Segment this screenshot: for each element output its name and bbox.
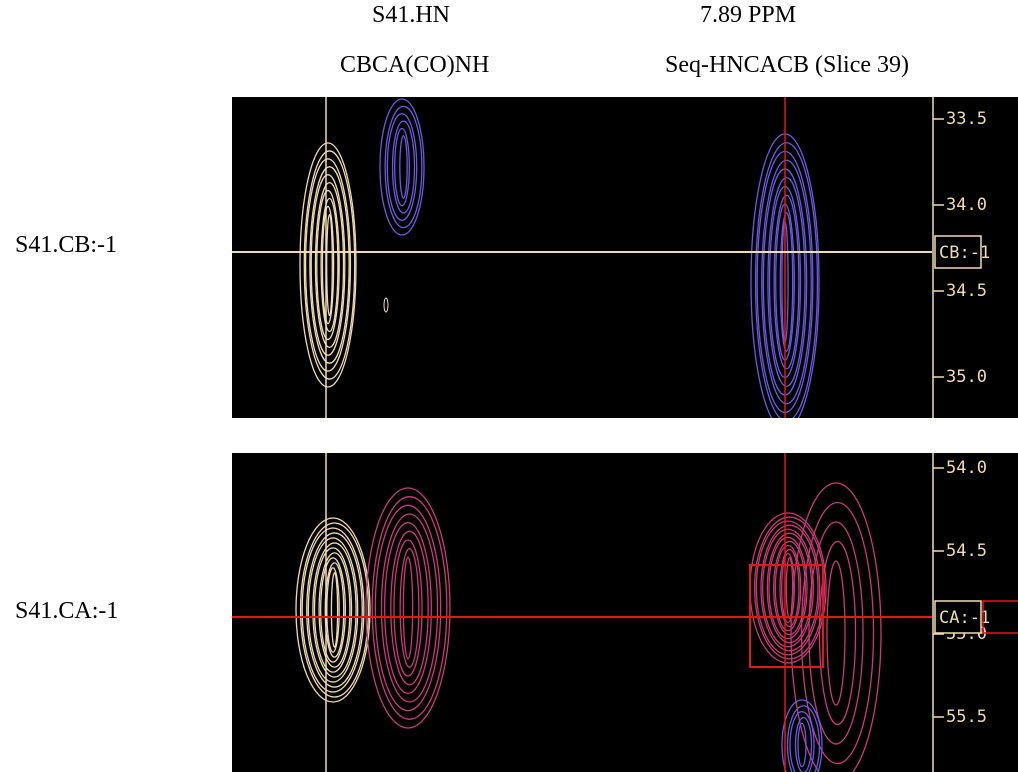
contour: [781, 699, 823, 772]
contour: [371, 496, 448, 720]
contour: [755, 520, 821, 656]
contour: [826, 560, 846, 706]
contour: [779, 548, 800, 628]
marker-label: CA:-1: [939, 608, 990, 628]
tick-label: 55.5: [946, 707, 987, 727]
tick-label: 35.0: [946, 367, 987, 387]
contour: [309, 166, 350, 364]
contour: [299, 522, 370, 698]
contour: [762, 528, 814, 648]
tick-label: 34.0: [946, 195, 987, 215]
contour: [383, 297, 389, 313]
contour: [402, 556, 414, 660]
strip-label: S41.CB:-1: [15, 232, 118, 258]
marker-box: [934, 600, 982, 634]
contour: [760, 524, 819, 652]
tick-label: 34.5: [946, 281, 987, 301]
contour: [773, 194, 800, 370]
contour: [310, 174, 346, 356]
contour: [326, 567, 340, 653]
plot-background: [232, 97, 1018, 418]
contour: [304, 158, 352, 372]
plot-background: [232, 453, 1018, 772]
contour: [393, 539, 423, 677]
tick-label: 33.5: [946, 109, 987, 129]
marker-box: [934, 235, 982, 269]
contour: [301, 527, 365, 693]
contour: [314, 182, 345, 348]
contour: [306, 532, 363, 688]
tick-label: 54.0: [946, 458, 987, 478]
contour: [299, 142, 357, 388]
strip-plot[interactable]: 54.054.555.055.5CA:-1: [232, 453, 1018, 772]
contour: [794, 716, 813, 772]
strip-plot[interactable]: 33.5 34.0 34.5 35.0 CB:-1: [232, 97, 1018, 418]
contour: [768, 536, 808, 640]
contour: [818, 540, 857, 726]
contour: [313, 547, 353, 673]
contour: [786, 705, 821, 772]
contour: [774, 544, 802, 632]
contour: [320, 557, 346, 663]
contour: [320, 197, 339, 333]
contour: [761, 159, 812, 405]
contour: [303, 150, 356, 380]
contour: [391, 120, 416, 214]
contour: [785, 557, 794, 619]
contour: [374, 504, 442, 712]
contour: [386, 113, 418, 221]
contour: [316, 189, 340, 341]
marker-extra: [982, 600, 1018, 634]
contour: [399, 135, 408, 199]
contour: [773, 540, 806, 636]
contour: [781, 552, 795, 624]
contour: [384, 522, 432, 694]
contour: [790, 482, 882, 772]
contour: [307, 537, 359, 683]
contour: [384, 105, 423, 229]
contour: [380, 513, 439, 703]
contour: [295, 517, 371, 703]
strip-label: S41.CA:-1: [15, 598, 119, 624]
contour: [766, 532, 813, 644]
contour: [312, 542, 357, 678]
contour: [754, 516, 825, 660]
reference-label: S41.HN: [372, 2, 451, 28]
contour: [767, 177, 806, 387]
contour: [789, 711, 815, 772]
contour: [399, 548, 420, 668]
contour: [394, 127, 410, 207]
contour: [390, 530, 429, 686]
contour: [379, 98, 425, 236]
contour: [365, 487, 451, 729]
contour: [754, 142, 819, 418]
tick-label: 54.5: [946, 541, 987, 561]
reference-experiment: CBCA(CO)NH: [340, 52, 490, 78]
marker-label: CB:-1: [939, 243, 990, 263]
contour: [797, 722, 807, 768]
contour: [330, 572, 339, 648]
contour: [779, 212, 794, 352]
experiment-label: Seq-HNCACB (Slice 39): [665, 52, 909, 78]
contour: [321, 205, 335, 325]
contour: [318, 552, 351, 668]
shift-label: 7.89 PPM: [700, 2, 797, 28]
